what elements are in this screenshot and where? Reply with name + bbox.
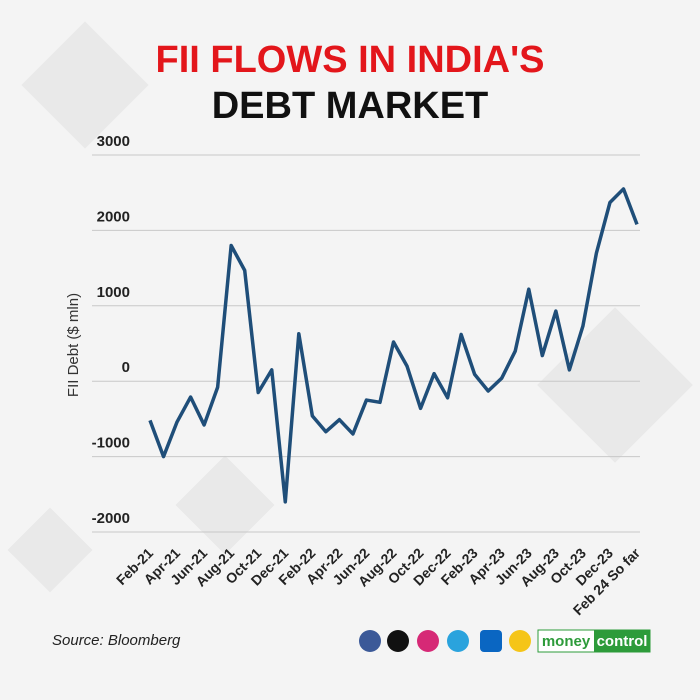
y-axis-label: FII Debt ($ mln) <box>65 293 82 397</box>
data-line <box>148 187 639 504</box>
chart-title: DEBT MARKET <box>212 85 489 127</box>
y-tick-label: -1000 <box>92 435 130 452</box>
social-icons <box>359 630 531 652</box>
brand: money <box>542 633 591 650</box>
brand-box <box>594 630 650 652</box>
chart-title: FII FLOWS IN INDIA'S <box>155 39 544 81</box>
y-tick-label: 2000 <box>97 208 130 225</box>
y-tick-label: -2000 <box>92 510 130 527</box>
y-tick-label: 0 <box>122 359 130 376</box>
y-tick-label: 3000 <box>97 133 130 150</box>
source: Source: Bloomberg <box>52 632 181 649</box>
y-tick-label: 1000 <box>97 284 130 301</box>
brand: control <box>597 633 648 650</box>
